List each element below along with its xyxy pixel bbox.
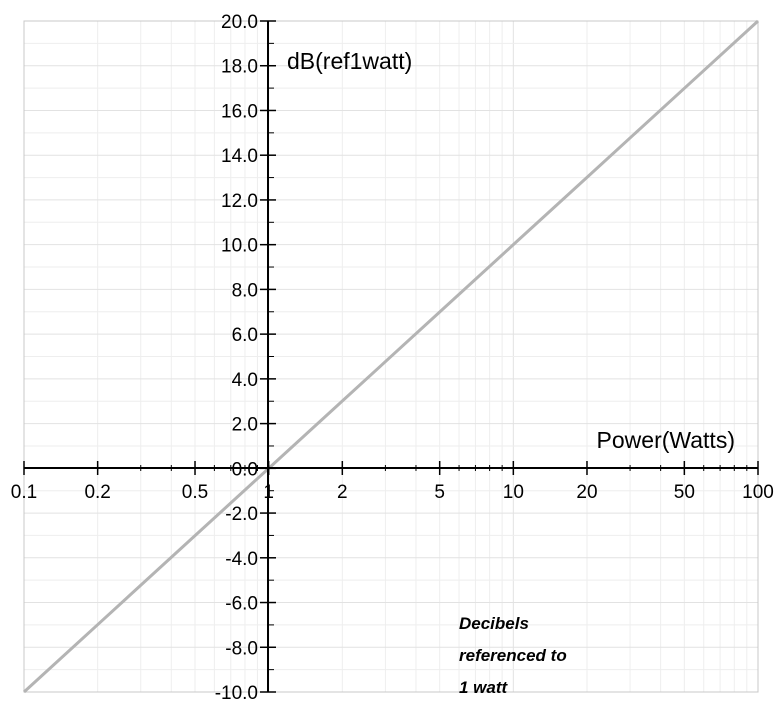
x-tick-label: 0.1: [11, 482, 37, 503]
annotation-line-2: referenced to: [459, 646, 567, 665]
y-tick-label: 2.0: [232, 415, 258, 436]
y-tick-label: -4.0: [225, 549, 258, 570]
plot-frame: [23, 20, 759, 693]
y-tick-label: 6.0: [232, 325, 258, 346]
series-group: [22, 19, 760, 694]
x-tick-label: 10: [503, 482, 524, 503]
annotation-line-3: 1 watt: [459, 678, 509, 697]
y-tick-label: 0.0: [232, 459, 258, 480]
y-tick-label: 18.0: [221, 57, 258, 78]
x-tick-label: 5: [434, 482, 445, 503]
y-tick-label: 8.0: [232, 280, 258, 301]
plot-border: [23, 20, 759, 693]
x-axis-title: Power(Watts): [597, 427, 735, 453]
series-line: [22, 19, 760, 694]
y-tick-label: 14.0: [221, 146, 258, 167]
annotation-note: Decibels referenced to 1 watt: [459, 614, 567, 697]
x-tick-labels: 0.1 0.2 0.5 1 2 5 10 20 50 100: [11, 482, 774, 503]
y-tick-label: -10.0: [215, 683, 258, 704]
x-tick-label: 50: [674, 482, 695, 503]
x-tick-label: 100: [742, 482, 774, 503]
x-tick-label: 0.5: [182, 482, 208, 503]
annotation-line-1: Decibels: [459, 614, 529, 633]
x-tick-label: 20: [576, 482, 597, 503]
axes-group: [23, 20, 759, 693]
y-tick-label: 4.0: [232, 370, 258, 391]
y-tick-label: -2.0: [225, 504, 258, 525]
y-tick-label: 12.0: [221, 191, 258, 212]
y-tick-label: -6.0: [225, 594, 258, 615]
x-tick-label: 2: [337, 482, 348, 503]
y-axis-title: dB(ref1watt): [287, 48, 412, 74]
y-tick-label: -8.0: [225, 638, 258, 659]
y-tick-labels: 20.0 18.0 16.0 14.0 12.0 10.0 8.0 6.0 4.0 2.0 0.0 -…: [215, 12, 258, 704]
y-tick-label: 16.0: [221, 101, 258, 122]
x-tick-label: 1: [263, 482, 274, 503]
x-tick-label: 0.2: [84, 482, 110, 503]
y-tick-label: 10.0: [221, 236, 258, 257]
y-tick-label: 20.0: [221, 12, 258, 33]
